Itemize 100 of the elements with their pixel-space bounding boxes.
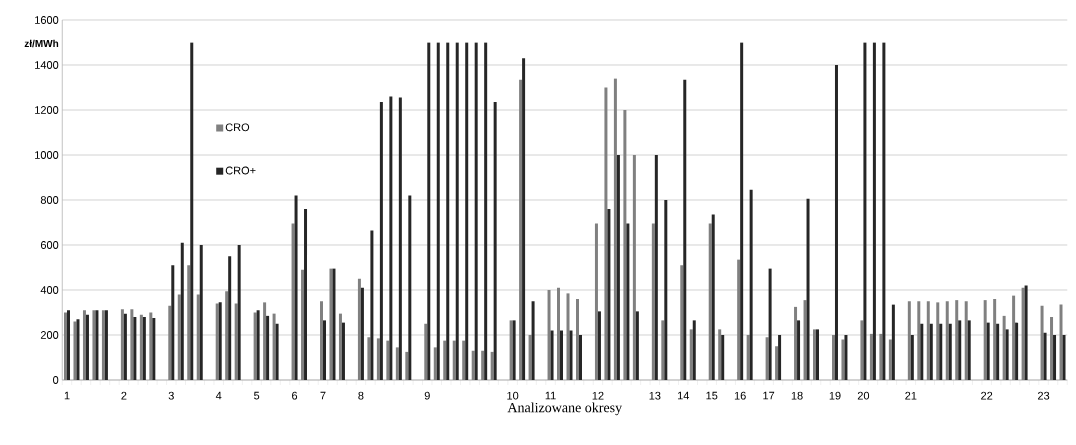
bar: [778, 335, 782, 380]
bar: [367, 337, 371, 380]
x-tick-label: 16: [734, 391, 746, 400]
bar: [749, 189, 753, 380]
x-tick-label: 14: [677, 391, 690, 400]
bar: [490, 351, 494, 380]
x-tick-label: 7: [320, 391, 326, 400]
bar: [834, 65, 838, 380]
x-tick-label: 5: [254, 391, 260, 400]
bar: [711, 214, 715, 380]
bar: [484, 42, 488, 380]
bar: [294, 195, 298, 380]
bar: [920, 323, 924, 380]
x-tick-label: 8: [358, 391, 364, 400]
bar: [651, 223, 655, 380]
bar: [424, 323, 428, 380]
bar: [481, 350, 485, 380]
bar: [123, 313, 127, 380]
bar: [872, 42, 876, 380]
bar: [1002, 315, 1006, 380]
bar: [149, 312, 153, 380]
bar: [180, 242, 184, 380]
bar: [133, 317, 137, 380]
bar: [519, 79, 523, 380]
x-tick-label: 19: [829, 391, 841, 400]
bar: [452, 340, 456, 380]
bar: [446, 42, 450, 380]
bar: [891, 304, 895, 380]
y-tick-label: 1200: [35, 106, 59, 114]
bar: [190, 42, 194, 380]
bar: [82, 310, 86, 380]
y-tick-label: 400: [40, 286, 59, 294]
bar: [680, 265, 684, 380]
bar: [379, 102, 383, 380]
bar: [338, 313, 342, 380]
bar: [664, 200, 668, 380]
bar: [1040, 305, 1044, 380]
bar: [225, 291, 229, 380]
x-axis-title: Analizowane okresy: [507, 402, 623, 416]
bar: [986, 322, 990, 380]
bar: [1005, 329, 1009, 380]
bar: [1015, 322, 1019, 380]
bar: [768, 268, 772, 380]
bar: [263, 302, 267, 380]
bar: [1043, 332, 1047, 380]
bar: [474, 42, 478, 380]
bar: [737, 259, 741, 380]
bar: [187, 265, 191, 380]
bar: [831, 335, 835, 380]
x-tick-label: 21: [905, 391, 917, 400]
bar: [471, 350, 475, 380]
bar: [120, 309, 124, 380]
bar: [765, 337, 769, 380]
x-tick-label: 10: [507, 391, 519, 400]
bar: [465, 42, 469, 380]
bar: [718, 329, 722, 380]
bar: [319, 301, 323, 380]
bar: [604, 87, 608, 380]
bar: [85, 314, 89, 380]
bar: [272, 313, 276, 380]
bar: [936, 302, 940, 380]
y-tick-label: 200: [40, 331, 59, 339]
x-tick-label: 12: [592, 391, 604, 400]
x-tick-label: 3: [168, 391, 174, 400]
bar: [566, 293, 570, 380]
bar: [888, 339, 892, 380]
bar: [955, 300, 959, 380]
bar: [493, 102, 497, 380]
bar: [569, 330, 573, 380]
bar: [547, 290, 551, 380]
bar: [266, 315, 270, 380]
bar: [291, 223, 295, 380]
bar: [427, 42, 431, 380]
bar: [433, 347, 437, 380]
bar: [993, 299, 997, 380]
x-tick-label: 2: [121, 391, 127, 400]
bar: [635, 311, 639, 380]
bar: [844, 335, 848, 380]
bar: [689, 329, 693, 380]
bar: [237, 245, 241, 380]
bar: [357, 278, 361, 380]
bar: [594, 223, 598, 380]
bar: [996, 323, 1000, 380]
bar: [130, 309, 134, 380]
bar: [910, 335, 914, 380]
bar: [882, 42, 886, 380]
bar: [177, 294, 181, 380]
bar: [522, 58, 526, 380]
bar: [746, 335, 750, 380]
bar: [740, 42, 744, 380]
bar: [560, 330, 564, 380]
y-tick-label: 1000: [35, 151, 59, 159]
y-tick-label: 1400: [35, 61, 59, 69]
bar: [360, 287, 364, 380]
bar: [939, 323, 943, 380]
bar: [462, 340, 466, 380]
bar: [557, 287, 561, 380]
y-tick-label: 600: [40, 241, 59, 249]
x-tick-label: 22: [981, 391, 993, 400]
bar: [607, 209, 611, 380]
